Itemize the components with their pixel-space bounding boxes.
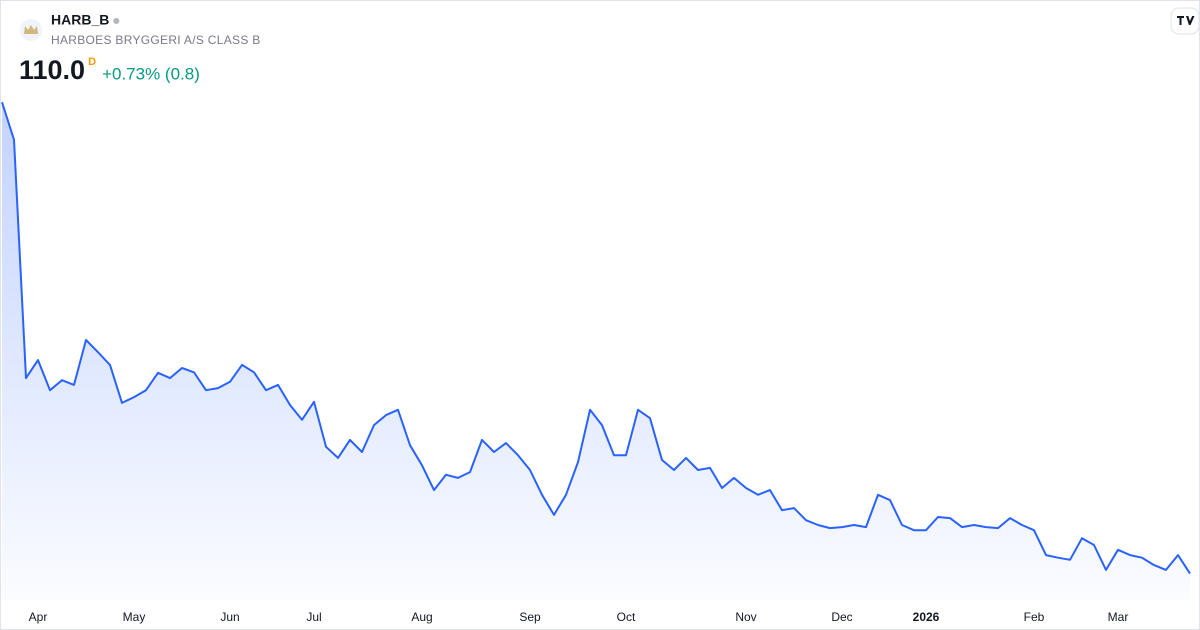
x-tick-label: Sep: [519, 610, 541, 624]
x-tick-label: Aug: [411, 610, 432, 624]
x-tick-label: Apr: [29, 610, 48, 624]
x-tick-label: Jul: [306, 610, 321, 624]
symbol-title: HARB_B: [51, 12, 109, 28]
x-tick-label: Jun: [220, 610, 239, 624]
price-change: +0.73% (0.8): [102, 64, 200, 83]
last-price: 110.0: [19, 55, 85, 85]
symbol-icon: [20, 19, 42, 41]
price-line: [1, 101, 1191, 575]
x-tick-label: Mar: [1108, 610, 1129, 624]
x-tick-label: Oct: [617, 610, 636, 624]
status-dot: [113, 18, 120, 24]
x-tick-label: Nov: [735, 610, 756, 624]
symbol-subtitle: HARBOES BRYGGERI A/S CLASS B: [51, 33, 261, 47]
x-tick-label: Dec: [831, 610, 852, 624]
x-tick-label: Feb: [1024, 610, 1045, 624]
area-fill: [2, 102, 1190, 600]
x-tick-label: 2026: [913, 610, 940, 624]
x-tick-label: May: [123, 610, 146, 624]
brand-logo: [1170, 7, 1200, 35]
interval: D: [88, 56, 96, 68]
